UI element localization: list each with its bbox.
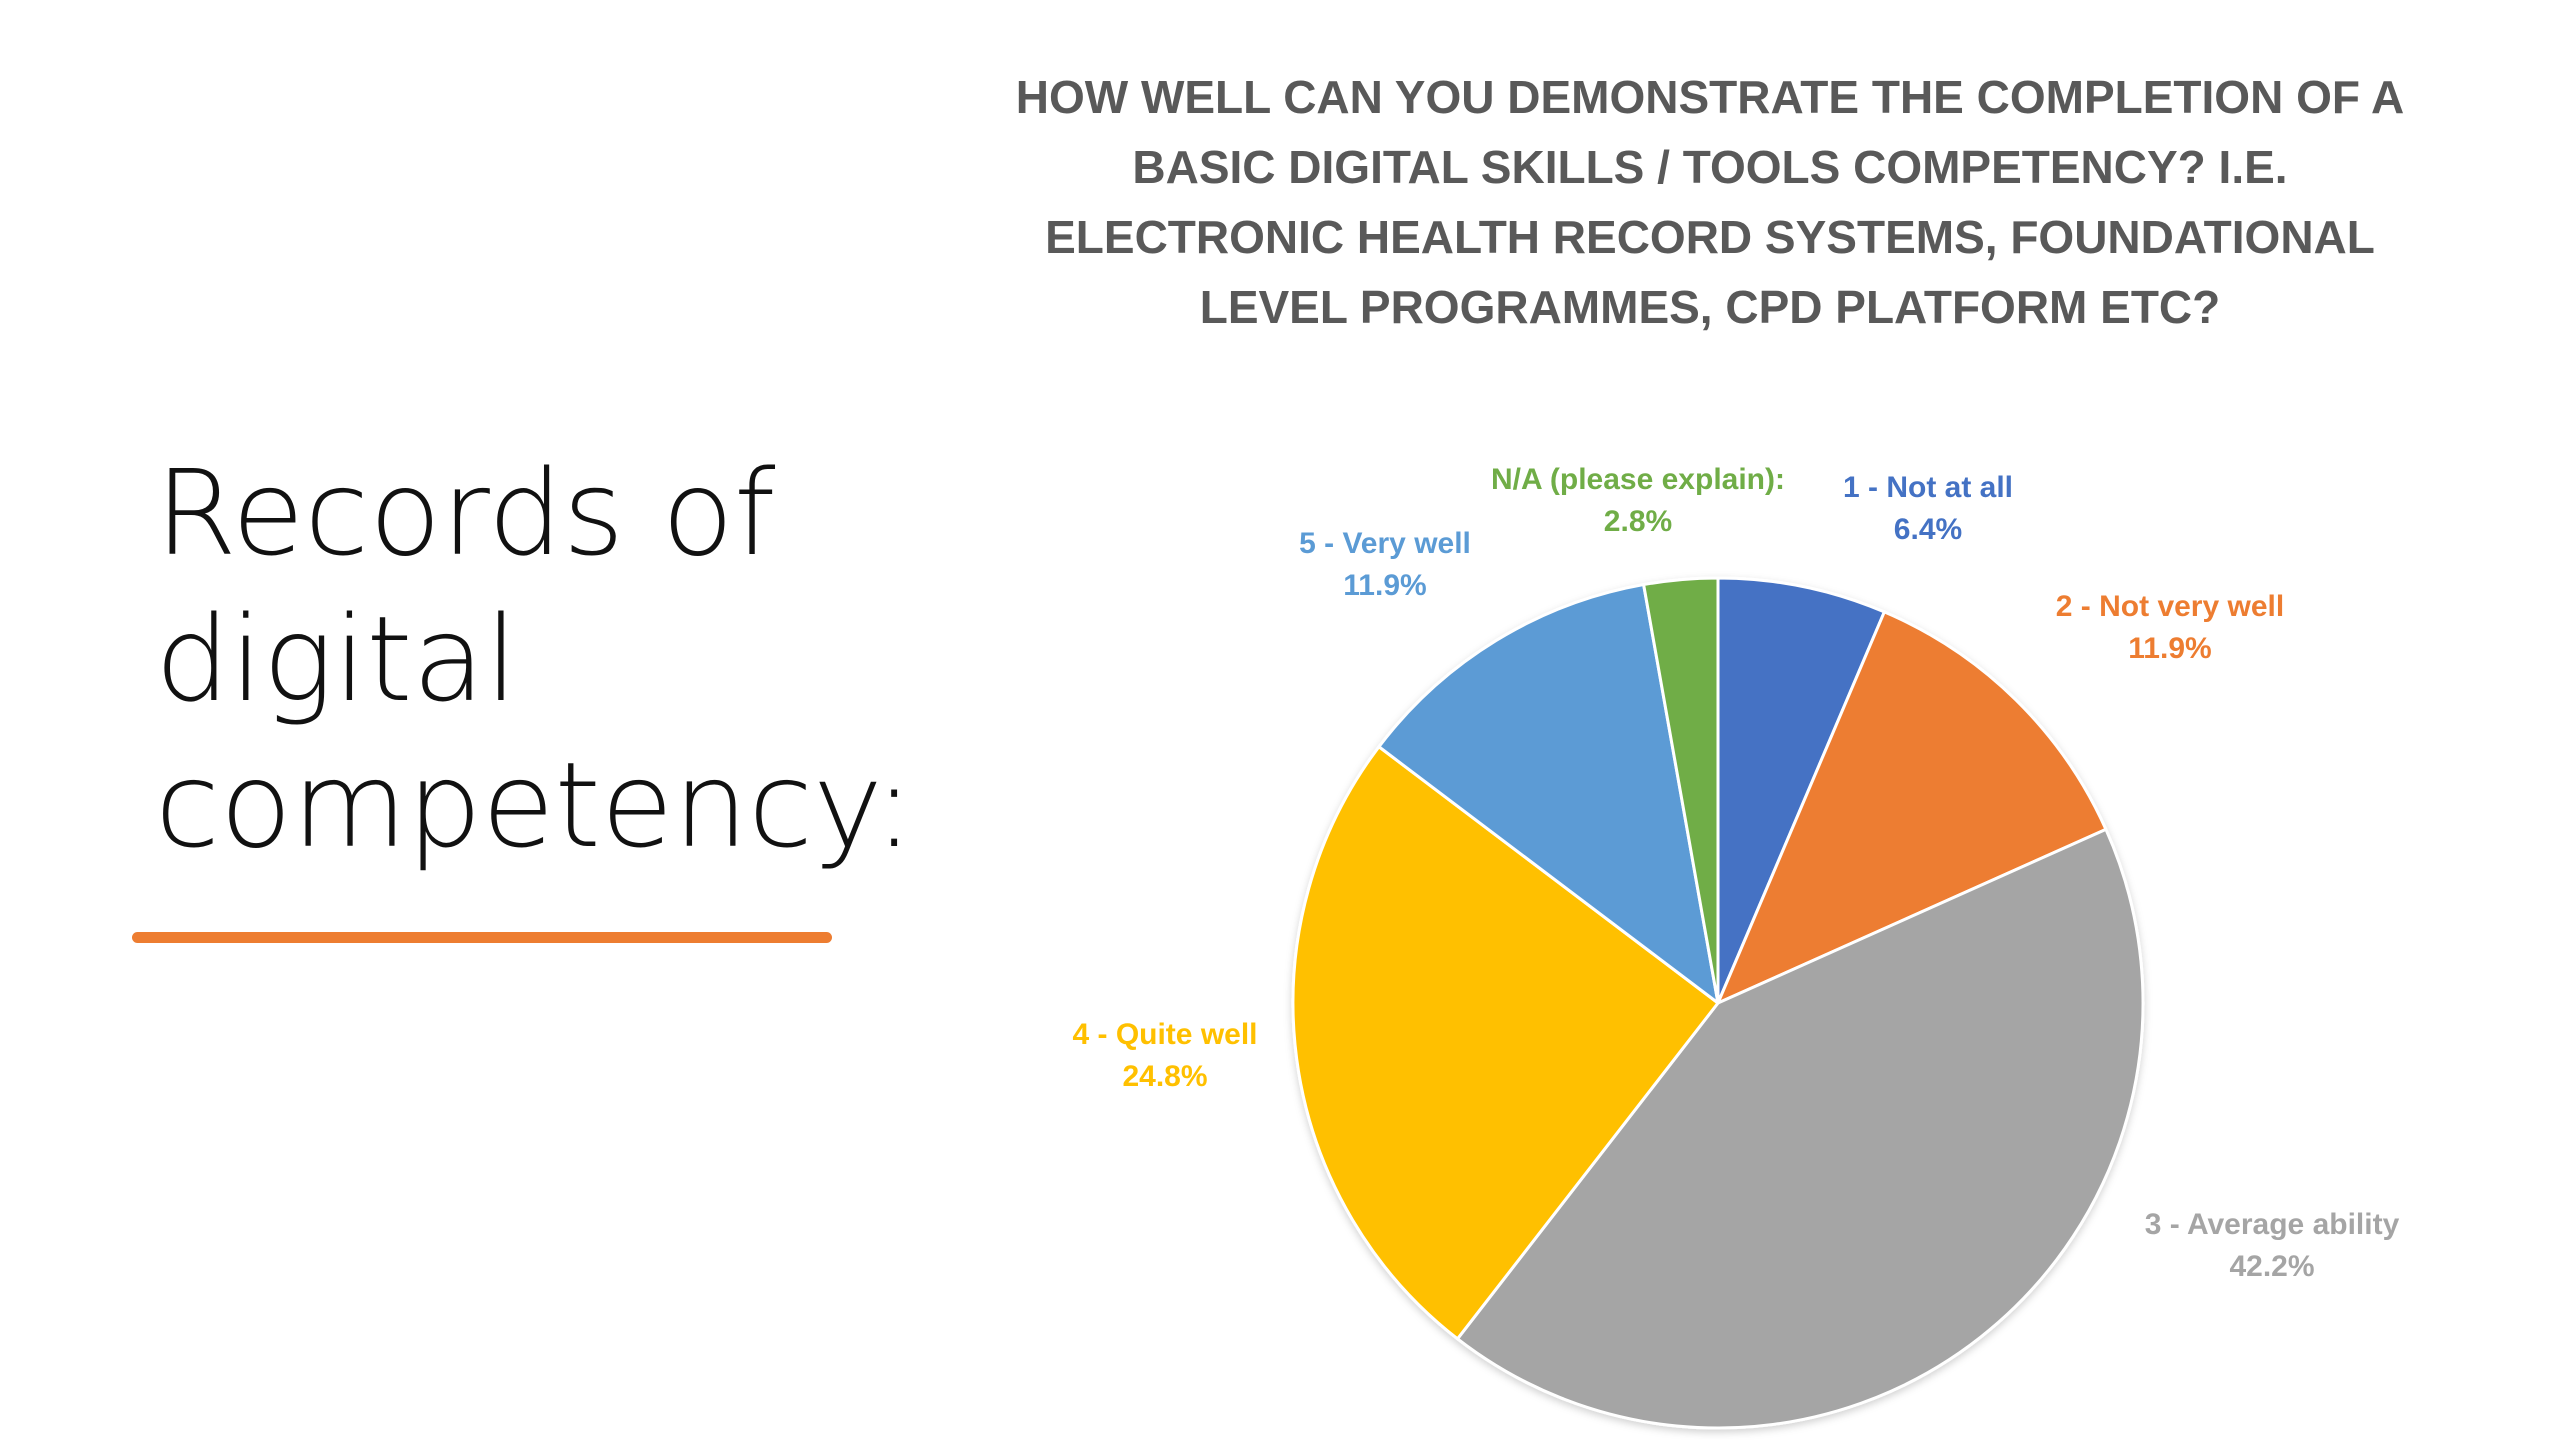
data-label-percent: 6.4% (1894, 513, 1962, 546)
pie-slice-3-average-ability (1456, 827, 2145, 1430)
data-label-2-not-very-well: 2 - Not very well 11.9% (2056, 590, 2284, 665)
pie-slice-n-a-please-explain (1642, 576, 1720, 1005)
title-underline (132, 932, 832, 943)
data-label-percent: 42.2% (2229, 1250, 2314, 1283)
data-label-percent: 11.9% (2128, 632, 2211, 665)
data-label-percent: 24.8% (1122, 1060, 1207, 1093)
data-label-category: 3 - Average ability (2145, 1208, 2400, 1241)
data-label-n-a-please-explain: N/A (please explain): 2.8% (1491, 463, 1785, 538)
data-label-category: 2 - Not very well (2056, 590, 2284, 623)
chart-title: HOW WELL CAN YOU DEMONSTRATE THE COMPLET… (1015, 71, 2405, 333)
data-label-percent: 11.9% (1343, 569, 1426, 602)
data-label-4-quite-well: 4 - Quite well 24.8% (1072, 1018, 1257, 1093)
data-label-category: 5 - Very well (1299, 527, 1471, 560)
data-label-5-very-well: 5 - Very well 11.9% (1299, 527, 1471, 602)
data-label-category: 1 - Not at all (1843, 471, 2013, 504)
data-label-3-average-ability: 3 - Average ability 42.2% (2145, 1208, 2400, 1283)
pie-slice-5-very-well (1377, 583, 1720, 1005)
pie-slice-4-quite-well (1291, 745, 1720, 1341)
data-label-category: 4 - Quite well (1072, 1018, 1257, 1051)
pie-slice-2-not-very-well (1716, 610, 2108, 1005)
pie-slice-1-not-at-all (1716, 576, 1886, 1005)
data-label-percent: 2.8% (1604, 505, 1672, 538)
data-label-category: N/A (please explain): (1491, 463, 1785, 496)
data-label-1-not-at-all: 1 - Not at all 6.4% (1843, 471, 2013, 546)
slide-title: Records of digital competency: (155, 444, 915, 874)
